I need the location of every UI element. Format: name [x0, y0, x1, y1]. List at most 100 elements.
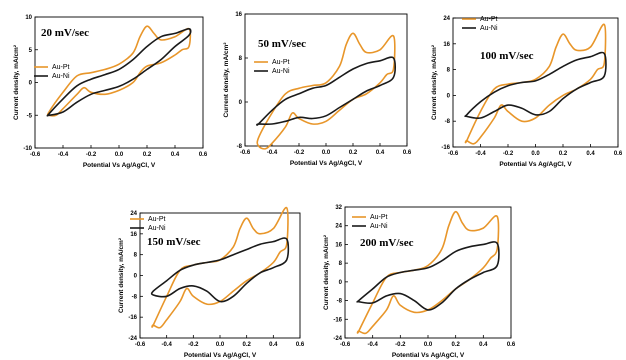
y-tick-label: 16 — [335, 242, 342, 248]
series-line-au-ni — [464, 51, 607, 119]
y-tick-label: 24 — [335, 224, 342, 230]
y-tick-label: 8 — [134, 253, 138, 259]
x-tick-label: 0.6 — [296, 342, 305, 348]
x-tick-label: -0.2 — [395, 342, 406, 348]
x-tick-label: -0.4 — [58, 152, 69, 158]
y-tick-label: 8 — [339, 261, 343, 267]
legend-entry: Au-Ni — [52, 73, 70, 80]
series-line-au-ni — [356, 241, 500, 311]
x-tick-label: -0.2 — [188, 342, 199, 348]
y-axis-label: Current density, mA/cm² — [13, 44, 20, 120]
x-tick-label: 0.0 — [322, 150, 331, 156]
x-tick-label: 0.6 — [403, 150, 412, 156]
x-tick-label: 0.2 — [349, 150, 358, 156]
y-tick-label: 10 — [25, 15, 32, 21]
x-tick-label: 0.6 — [614, 151, 623, 157]
x-tick-label: 0.2 — [559, 151, 568, 157]
legend-entry: Au-Pt — [272, 59, 290, 66]
y-tick-label: 0 — [134, 274, 138, 280]
x-tick-label: -0.2 — [294, 150, 305, 156]
y-tick-label: -5 — [27, 113, 33, 119]
y-tick-label: 8 — [447, 68, 451, 74]
y-tick-label: 0 — [339, 280, 343, 286]
legend-entry: Au-Pt — [370, 214, 388, 221]
x-tick-label: 0.4 — [376, 150, 385, 156]
y-tick-label: -16 — [333, 317, 342, 323]
x-tick-label: 0.0 — [424, 342, 433, 348]
x-tick-label: -0.4 — [367, 342, 378, 348]
y-tick-label: 16 — [443, 42, 450, 48]
x-tick-label: 0.2 — [451, 342, 460, 348]
y-tick-label: -16 — [128, 315, 137, 321]
y-tick-label: -8 — [237, 144, 243, 150]
x-tick-label: 0.0 — [216, 342, 225, 348]
cv-panel-5: -0.6 -0.4 -0.2 0.0 0.2 0.4 0.6 -24 -16 -8 0 8 16 24 32… — [323, 205, 516, 359]
cv-panel-1: -0.6 -0.4 -0.2 0.0 0.2 0.4 0.6 -10 -5 0 5 10 Potenti… — [13, 15, 208, 169]
y-axis-label: Current density, mA/cm² — [431, 44, 438, 120]
x-tick-label: 0.6 — [199, 152, 208, 158]
series-line-au-ni — [46, 28, 192, 117]
y-tick-label: -24 — [333, 336, 342, 342]
x-tick-label: 0.2 — [143, 152, 152, 158]
y-axis-label: Current density, mA/cm² — [223, 42, 230, 118]
y-tick-label: -8 — [445, 119, 451, 125]
y-tick-label: 0 — [239, 100, 243, 106]
x-tick-label: -0.6 — [340, 342, 351, 348]
y-tick-label: 0 — [29, 81, 33, 87]
y-tick-label: -24 — [128, 336, 137, 342]
x-axis-label: Potential Vs Ag/AgCl, V — [83, 162, 156, 169]
x-tick-label: -0.4 — [267, 150, 278, 156]
scan-rate-label: 20 mV/sec — [41, 27, 89, 39]
x-tick-label: -0.4 — [475, 151, 486, 157]
y-tick-label: 32 — [335, 205, 342, 211]
series-line-au-ni — [256, 56, 397, 126]
x-axis-label: Potential Vs Ag/AgCl, V — [290, 160, 363, 167]
legend: Au-Pt Au-Ni — [130, 216, 166, 232]
series-line-au-ni — [150, 237, 290, 303]
legend: Au-Pt Au-Ni — [352, 214, 388, 230]
legend-entry: Au-Pt — [480, 16, 498, 23]
y-tick-label: 16 — [130, 232, 137, 238]
x-tick-label: -0.6 — [448, 151, 459, 157]
scan-rate-label: 50 mV/sec — [258, 38, 306, 50]
x-axis-label: Potential Vs Ag/AgCl, V — [499, 161, 572, 168]
plot-frame — [452, 17, 619, 148]
x-tick-label: 0.6 — [507, 342, 516, 348]
legend-entry: Au-Ni — [370, 223, 388, 230]
x-tick-label: -0.4 — [161, 342, 172, 348]
series-line-au-pt — [464, 23, 607, 145]
y-tick-label: -10 — [23, 146, 32, 152]
y-tick-label: 24 — [130, 211, 137, 217]
x-tick-label: 0.4 — [171, 152, 180, 158]
x-tick-label: 0.2 — [242, 342, 251, 348]
y-axis-label: Current density, mA/cm² — [118, 237, 125, 313]
y-tick-label: 16 — [235, 12, 242, 18]
x-axis-label: Potential Vs Ag/AgCl, V — [184, 352, 257, 359]
x-axis-label: Potential Vs Ag/AgCl, V — [392, 352, 465, 359]
x-tick-label: -0.6 — [240, 150, 251, 156]
legend-entry: Au-Ni — [480, 25, 498, 32]
cv-panel-3: -0.6 -0.4 -0.2 0.0 0.2 0.4 0.6 -16 -8 0 8 16 24 Poten… — [431, 16, 623, 168]
legend: Au-Pt Au-Ni — [254, 59, 290, 75]
y-axis-label: Current density, mA/cm² — [323, 234, 330, 310]
y-tick-label: -16 — [441, 145, 450, 151]
y-tick-label: -8 — [337, 299, 343, 305]
scan-rate-label: 150 mV/sec — [147, 236, 201, 248]
series-line-au-pt — [46, 25, 192, 117]
x-tick-label: -0.6 — [30, 152, 41, 158]
series-line-au-pt — [256, 32, 396, 150]
x-tick-label: 0.4 — [269, 342, 278, 348]
y-tick-label: -8 — [132, 294, 138, 300]
x-tick-label: 0.4 — [479, 342, 488, 348]
legend-entry: Au-Ni — [272, 68, 290, 75]
legend: Au-Pt Au-Ni — [34, 64, 70, 80]
y-tick-label: 5 — [29, 48, 33, 54]
legend-entry: Au-Ni — [148, 225, 166, 232]
x-tick-label: -0.6 — [135, 342, 146, 348]
x-tick-label: 0.0 — [115, 152, 124, 158]
legend: Au-Pt Au-Ni — [462, 16, 498, 32]
x-tick-label: -0.2 — [86, 152, 97, 158]
scan-rate-label: 100 mV/sec — [480, 50, 534, 62]
legend-entry: Au-Pt — [52, 64, 70, 71]
